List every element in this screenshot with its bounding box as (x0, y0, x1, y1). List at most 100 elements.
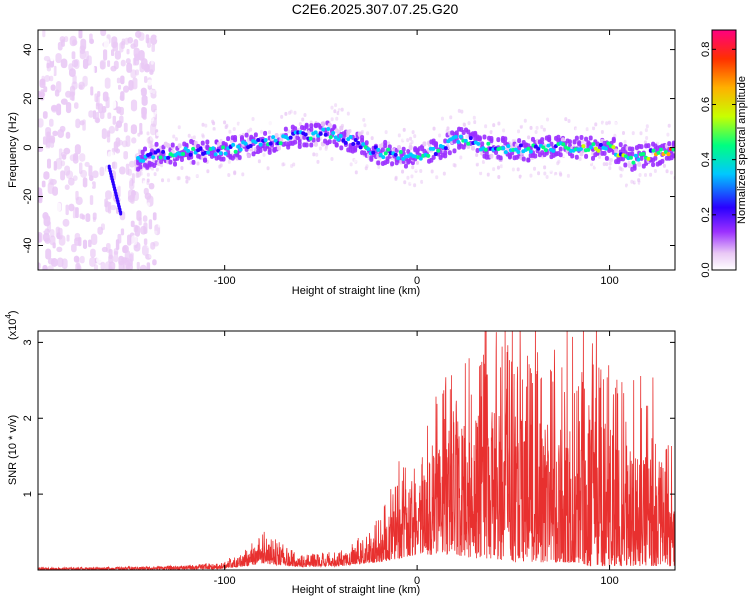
spectrogram-cell (178, 202, 182, 207)
spectrogram-cell (384, 130, 388, 135)
spectrogram-cell (133, 47, 140, 58)
spectrogram-cell (348, 134, 353, 139)
spectrogram-cell (364, 140, 369, 146)
spectrogram-cell (111, 36, 118, 49)
spectrogram-cell (156, 36, 160, 41)
spectrogram-cell (137, 132, 141, 137)
spectrogram-cell (636, 157, 641, 162)
spectrogram-cell (284, 111, 288, 116)
spectrogram-cell (60, 170, 66, 181)
spectrogram-cell (383, 151, 388, 156)
spectrogram-cell (435, 175, 439, 180)
spectrogram-cell (602, 162, 606, 167)
spectrogram-cell (608, 166, 612, 171)
spectrogram-cell (183, 231, 187, 236)
spectrogram-cell (91, 123, 97, 133)
spectrogram-cell (330, 160, 334, 165)
spectrogram-cell (38, 90, 42, 98)
spectrogram-cell (142, 184, 146, 189)
spectrogram-cell (138, 148, 142, 155)
spectrogram-cell (511, 167, 515, 172)
spectrogram-cell (181, 152, 186, 157)
spectrogram-cell (112, 161, 118, 170)
spectrogram-cell (642, 147, 646, 152)
spectrogram-cell (38, 118, 44, 128)
spectrogram-cell (479, 171, 483, 176)
spectrogram-cell (72, 175, 78, 181)
spectrogram-cell (494, 150, 499, 156)
spectrogram-cell (130, 69, 137, 79)
spectrogram-cell (376, 160, 381, 166)
spectrogram-cell (117, 139, 123, 146)
spectrogram-cell (656, 138, 660, 143)
spectrogram-cell (405, 144, 409, 149)
spectrogram-cell (146, 244, 150, 249)
spectrogram-cell (163, 173, 167, 178)
spectrogram-cell (279, 129, 283, 134)
spectrogram-cell (129, 179, 135, 190)
spectrogram-cell (46, 158, 52, 169)
spectrogram-cell (297, 143, 302, 149)
spectrogram-cell (665, 127, 669, 132)
spectrogram-cell (634, 179, 638, 184)
spectrogram-cell (125, 58, 131, 65)
spectrogram-cell (418, 156, 423, 161)
spectrogram-cell (278, 158, 282, 163)
spectrogram-cell (104, 77, 111, 89)
spectrogram-cell (165, 227, 169, 232)
spectrogram-cell (139, 130, 143, 135)
spectrogram-cell (619, 167, 623, 172)
spectrogram-cell (116, 77, 121, 84)
spectrogram-cell (362, 117, 366, 122)
spectrogram-cell (141, 245, 149, 256)
spectrogram-cell (96, 256, 103, 264)
spectrogram-cell (126, 62, 133, 73)
spectrogram-cell (63, 147, 71, 155)
spectrogram-cell (121, 30, 128, 39)
spectrogram-cell (71, 51, 76, 60)
spectrogram-cell (168, 224, 172, 229)
spectrogram-cell (543, 171, 547, 176)
spectrogram-cell (90, 248, 96, 258)
spectrogram-cell (59, 36, 66, 43)
spectrogram-cell (533, 153, 538, 159)
spectrogram-cell (606, 141, 611, 146)
spectrogram-cell (280, 114, 284, 119)
spectrogram-cell (577, 140, 582, 146)
spectrogram-cell (417, 142, 421, 147)
spectrogram-cell (631, 131, 635, 136)
spectrogram-cell (56, 103, 62, 116)
spectrogram-cell (564, 117, 568, 122)
spectrogram-cell (430, 169, 434, 174)
spectrogram-cell (506, 144, 511, 149)
spectrogram-cell (84, 161, 90, 168)
spectrogram-cell (150, 166, 154, 171)
spectrogram-cell (160, 203, 164, 208)
spectrogram-cell (187, 176, 191, 181)
spectrogram-cell (244, 118, 248, 123)
spectrogram-cell (42, 30, 46, 38)
spectrogram-cell (669, 170, 673, 175)
spectrogram-cell (449, 115, 453, 120)
spectrogram-cell (415, 160, 419, 165)
spectrogram-cell (153, 30, 157, 34)
spectrogram-cell (443, 153, 448, 159)
spectrogram-cell (271, 154, 275, 159)
spectrogram-cell (158, 129, 162, 134)
spectrogram-cell (156, 91, 160, 96)
spectrogram-cell (55, 157, 63, 170)
spectrogram-cell (641, 151, 646, 156)
spectrogram-cell (288, 110, 292, 115)
spectrogram-cell (146, 37, 152, 48)
spectrogram-cell (558, 146, 563, 152)
spectrogram-cell (72, 206, 77, 219)
spectrogram-cell (528, 149, 533, 154)
spectrogram-cell (422, 141, 427, 147)
spectrogram-cell (543, 165, 547, 170)
spectrogram-cell (408, 181, 412, 186)
spectrogram-cell (115, 239, 120, 251)
spectrogram-cell (155, 57, 159, 62)
spectrogram-cell (111, 49, 115, 57)
spectrogram-cell (603, 146, 608, 151)
snr-scale-exponent: 4 (4, 314, 13, 319)
